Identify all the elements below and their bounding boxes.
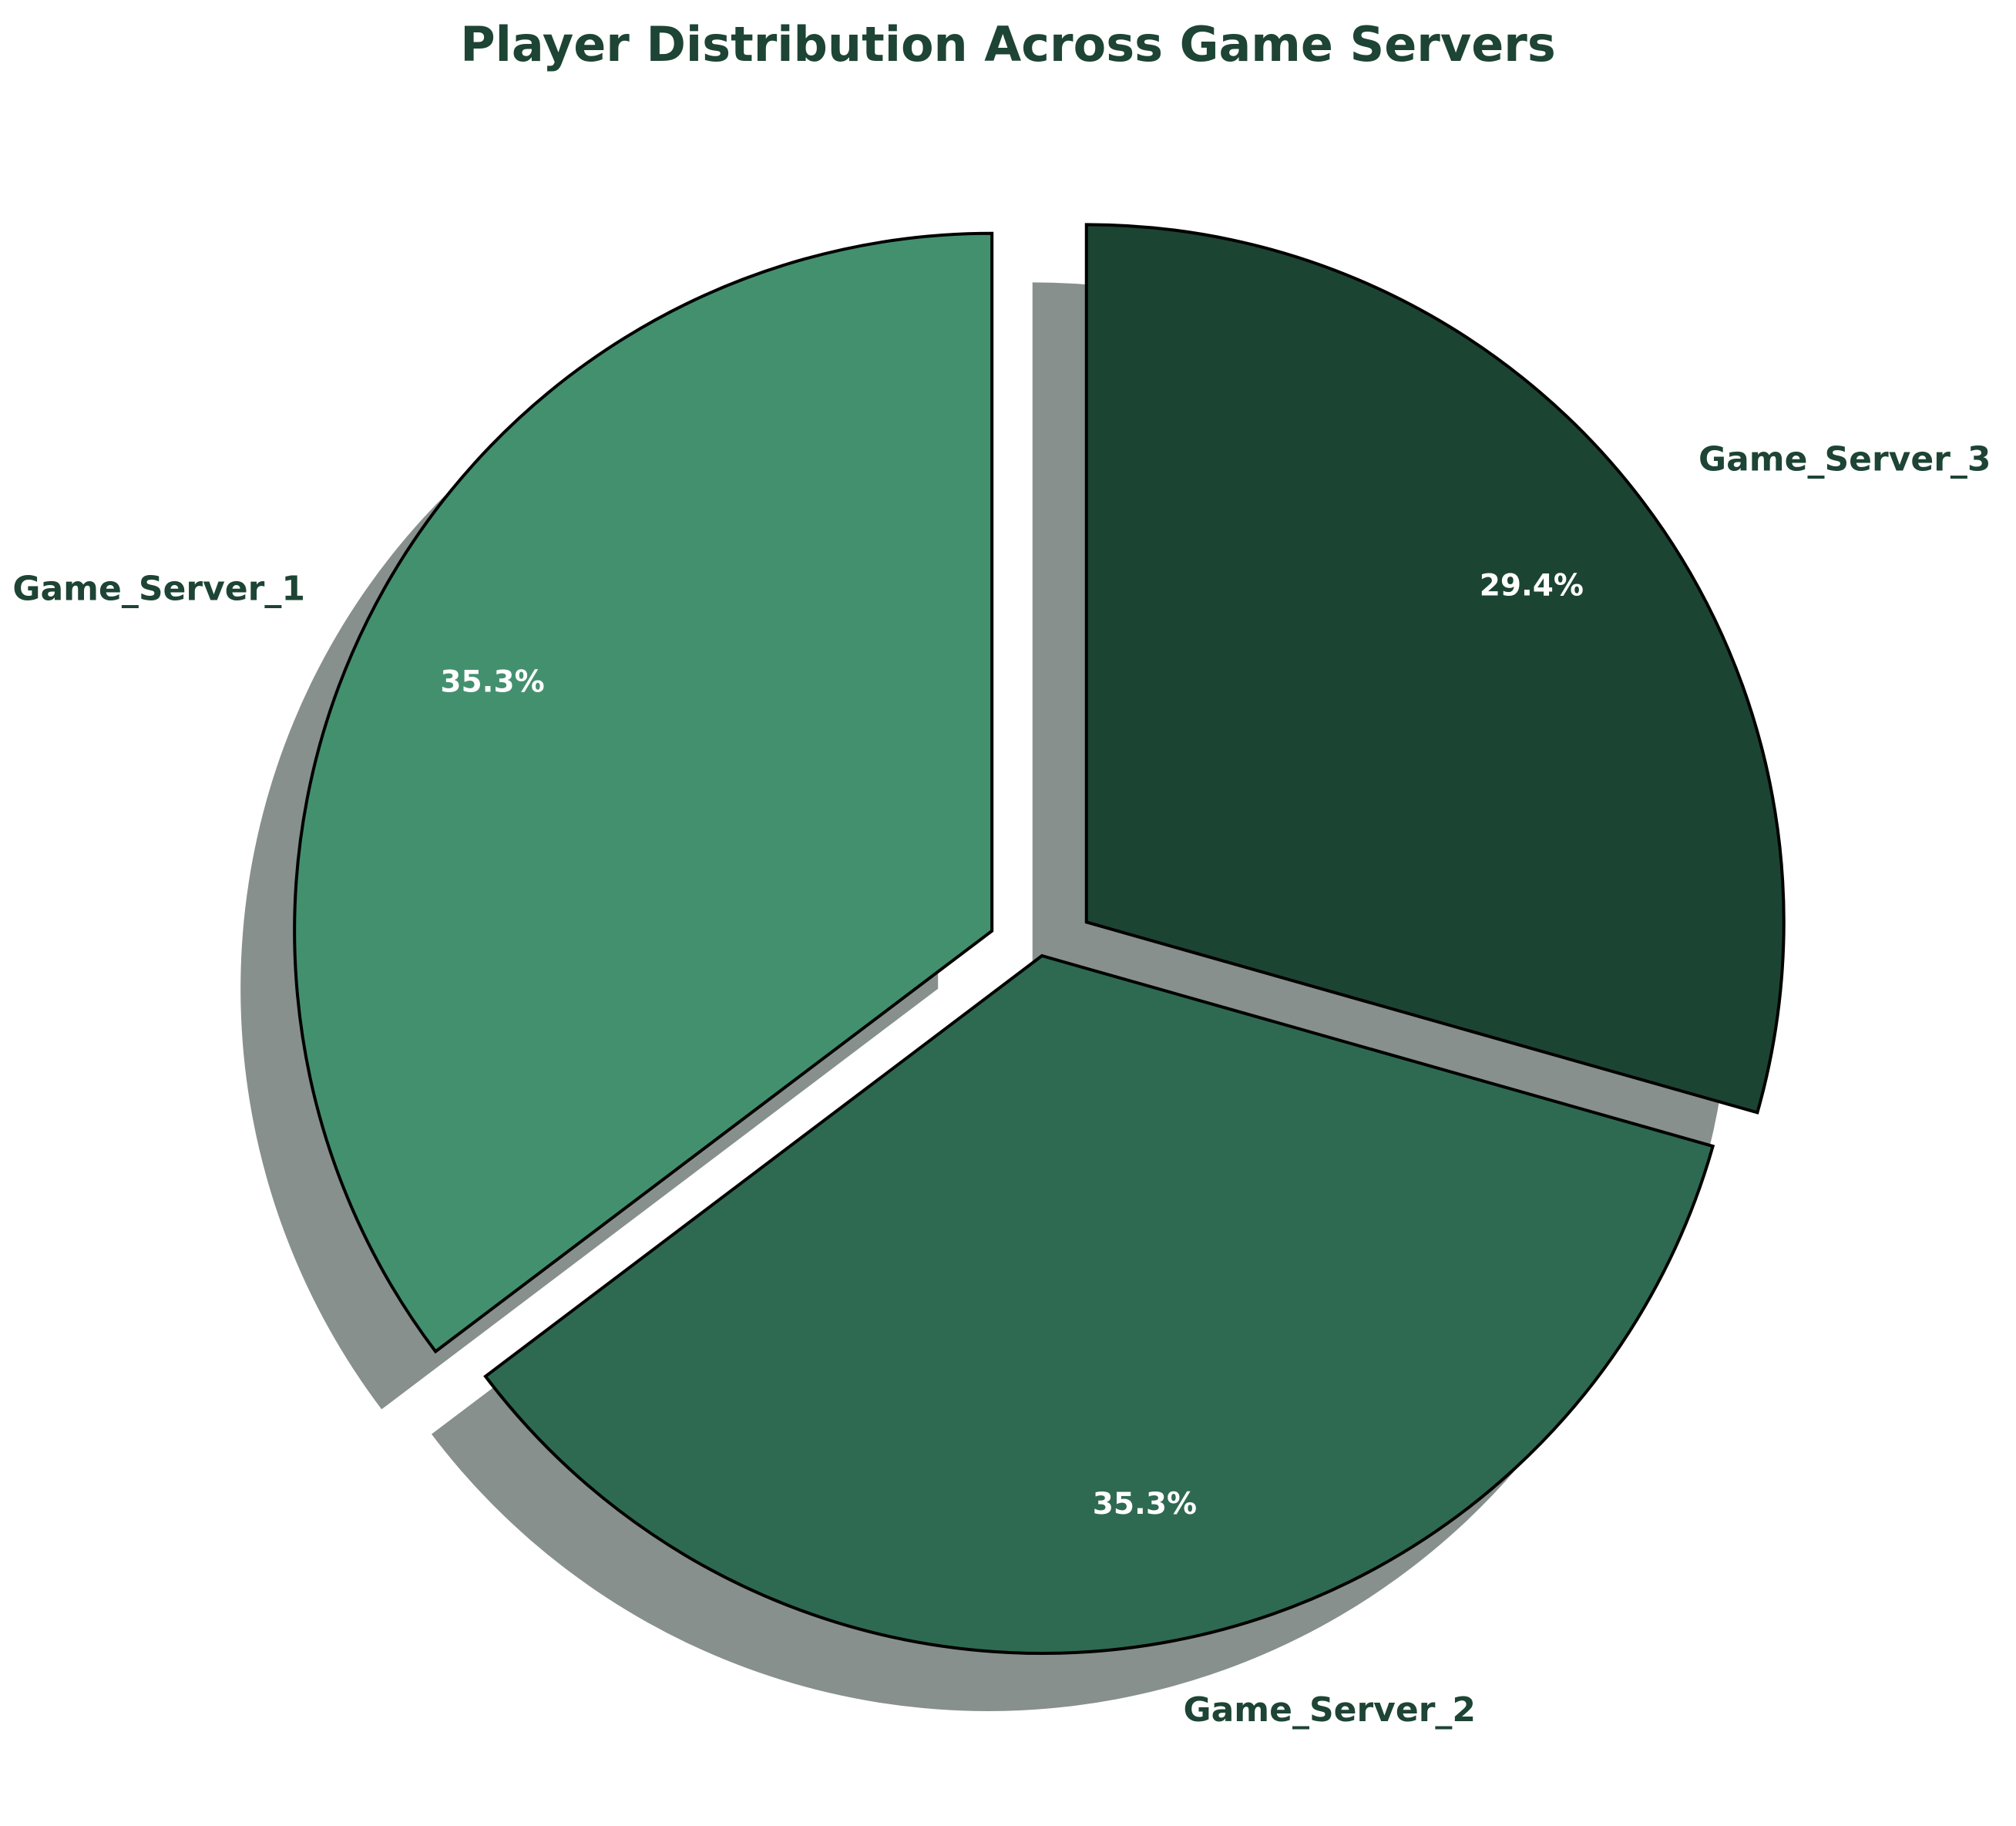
pie-slice-layer <box>293 223 1786 1655</box>
slice-percent-label-3: 29.4% <box>1480 568 1584 603</box>
slice-percent-label-1: 35.3% <box>440 665 544 700</box>
pie-label-layer: Game_Server_1 35.3% Game_Server_2 35.3% Game… <box>12 440 1991 1730</box>
slice-percent-label-2: 35.3% <box>1093 1487 1197 1522</box>
pie-slice-game-server-3 <box>1084 223 1786 1115</box>
chart-title: Player Distribution Across Game Servers <box>460 16 1556 72</box>
slice-label-1: Game_Server_1 <box>12 570 305 609</box>
slice-label-3: Game_Server_3 <box>1698 440 1991 479</box>
slice-label-2: Game_Server_2 <box>1183 1690 1476 1730</box>
pie-slice-game-server-1 <box>293 231 994 1354</box>
pie-slice-game-server-2 <box>483 953 1715 1655</box>
